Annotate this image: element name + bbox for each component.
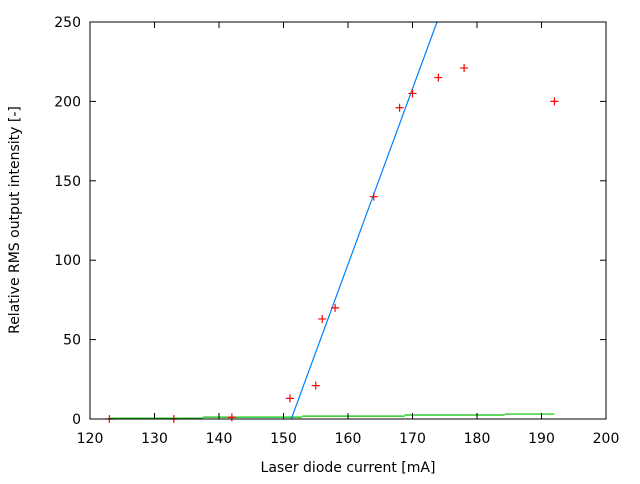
axis-ticks: 120 130 140 150 160 170 180 190 200 0 50 100 150 200 2… [54, 15, 619, 447]
y-tick-label: 50 [63, 333, 81, 349]
x-tick-label: 190 [528, 431, 555, 447]
data-point [227, 413, 236, 422]
green-series [109, 413, 555, 419]
plot-frame [89, 21, 607, 420]
data-point [318, 314, 327, 323]
data-point [460, 64, 469, 73]
red-data-points [105, 64, 559, 423]
x-tick-label: 170 [399, 431, 426, 447]
y-axis-label: Relative RMS output intensity [-] [7, 106, 23, 334]
data-point [331, 303, 340, 312]
x-tick-label: 150 [270, 431, 297, 447]
blue-fit-line [290, 21, 438, 420]
x-tick-label: 130 [141, 431, 168, 447]
x-tick-label: 180 [464, 431, 491, 447]
fit-line [290, 21, 438, 420]
y-tick-label: 200 [54, 94, 81, 110]
y-tick-label: 0 [72, 412, 81, 428]
y-tick-label: 150 [54, 174, 81, 190]
x-tick-label: 200 [593, 431, 620, 447]
data-point [311, 381, 320, 390]
y-tick-label: 100 [54, 253, 81, 269]
x-tick-label: 140 [206, 431, 233, 447]
x-tick-label: 160 [335, 431, 362, 447]
data-point [550, 97, 559, 106]
y-tick-label: 250 [54, 15, 81, 31]
data-point [434, 73, 443, 82]
data-point [369, 192, 378, 201]
x-axis-label: Laser diode current [mA] [261, 460, 436, 476]
data-point [285, 394, 294, 403]
data-point [395, 103, 404, 112]
data-point [408, 89, 417, 98]
x-tick-label: 120 [77, 431, 104, 447]
